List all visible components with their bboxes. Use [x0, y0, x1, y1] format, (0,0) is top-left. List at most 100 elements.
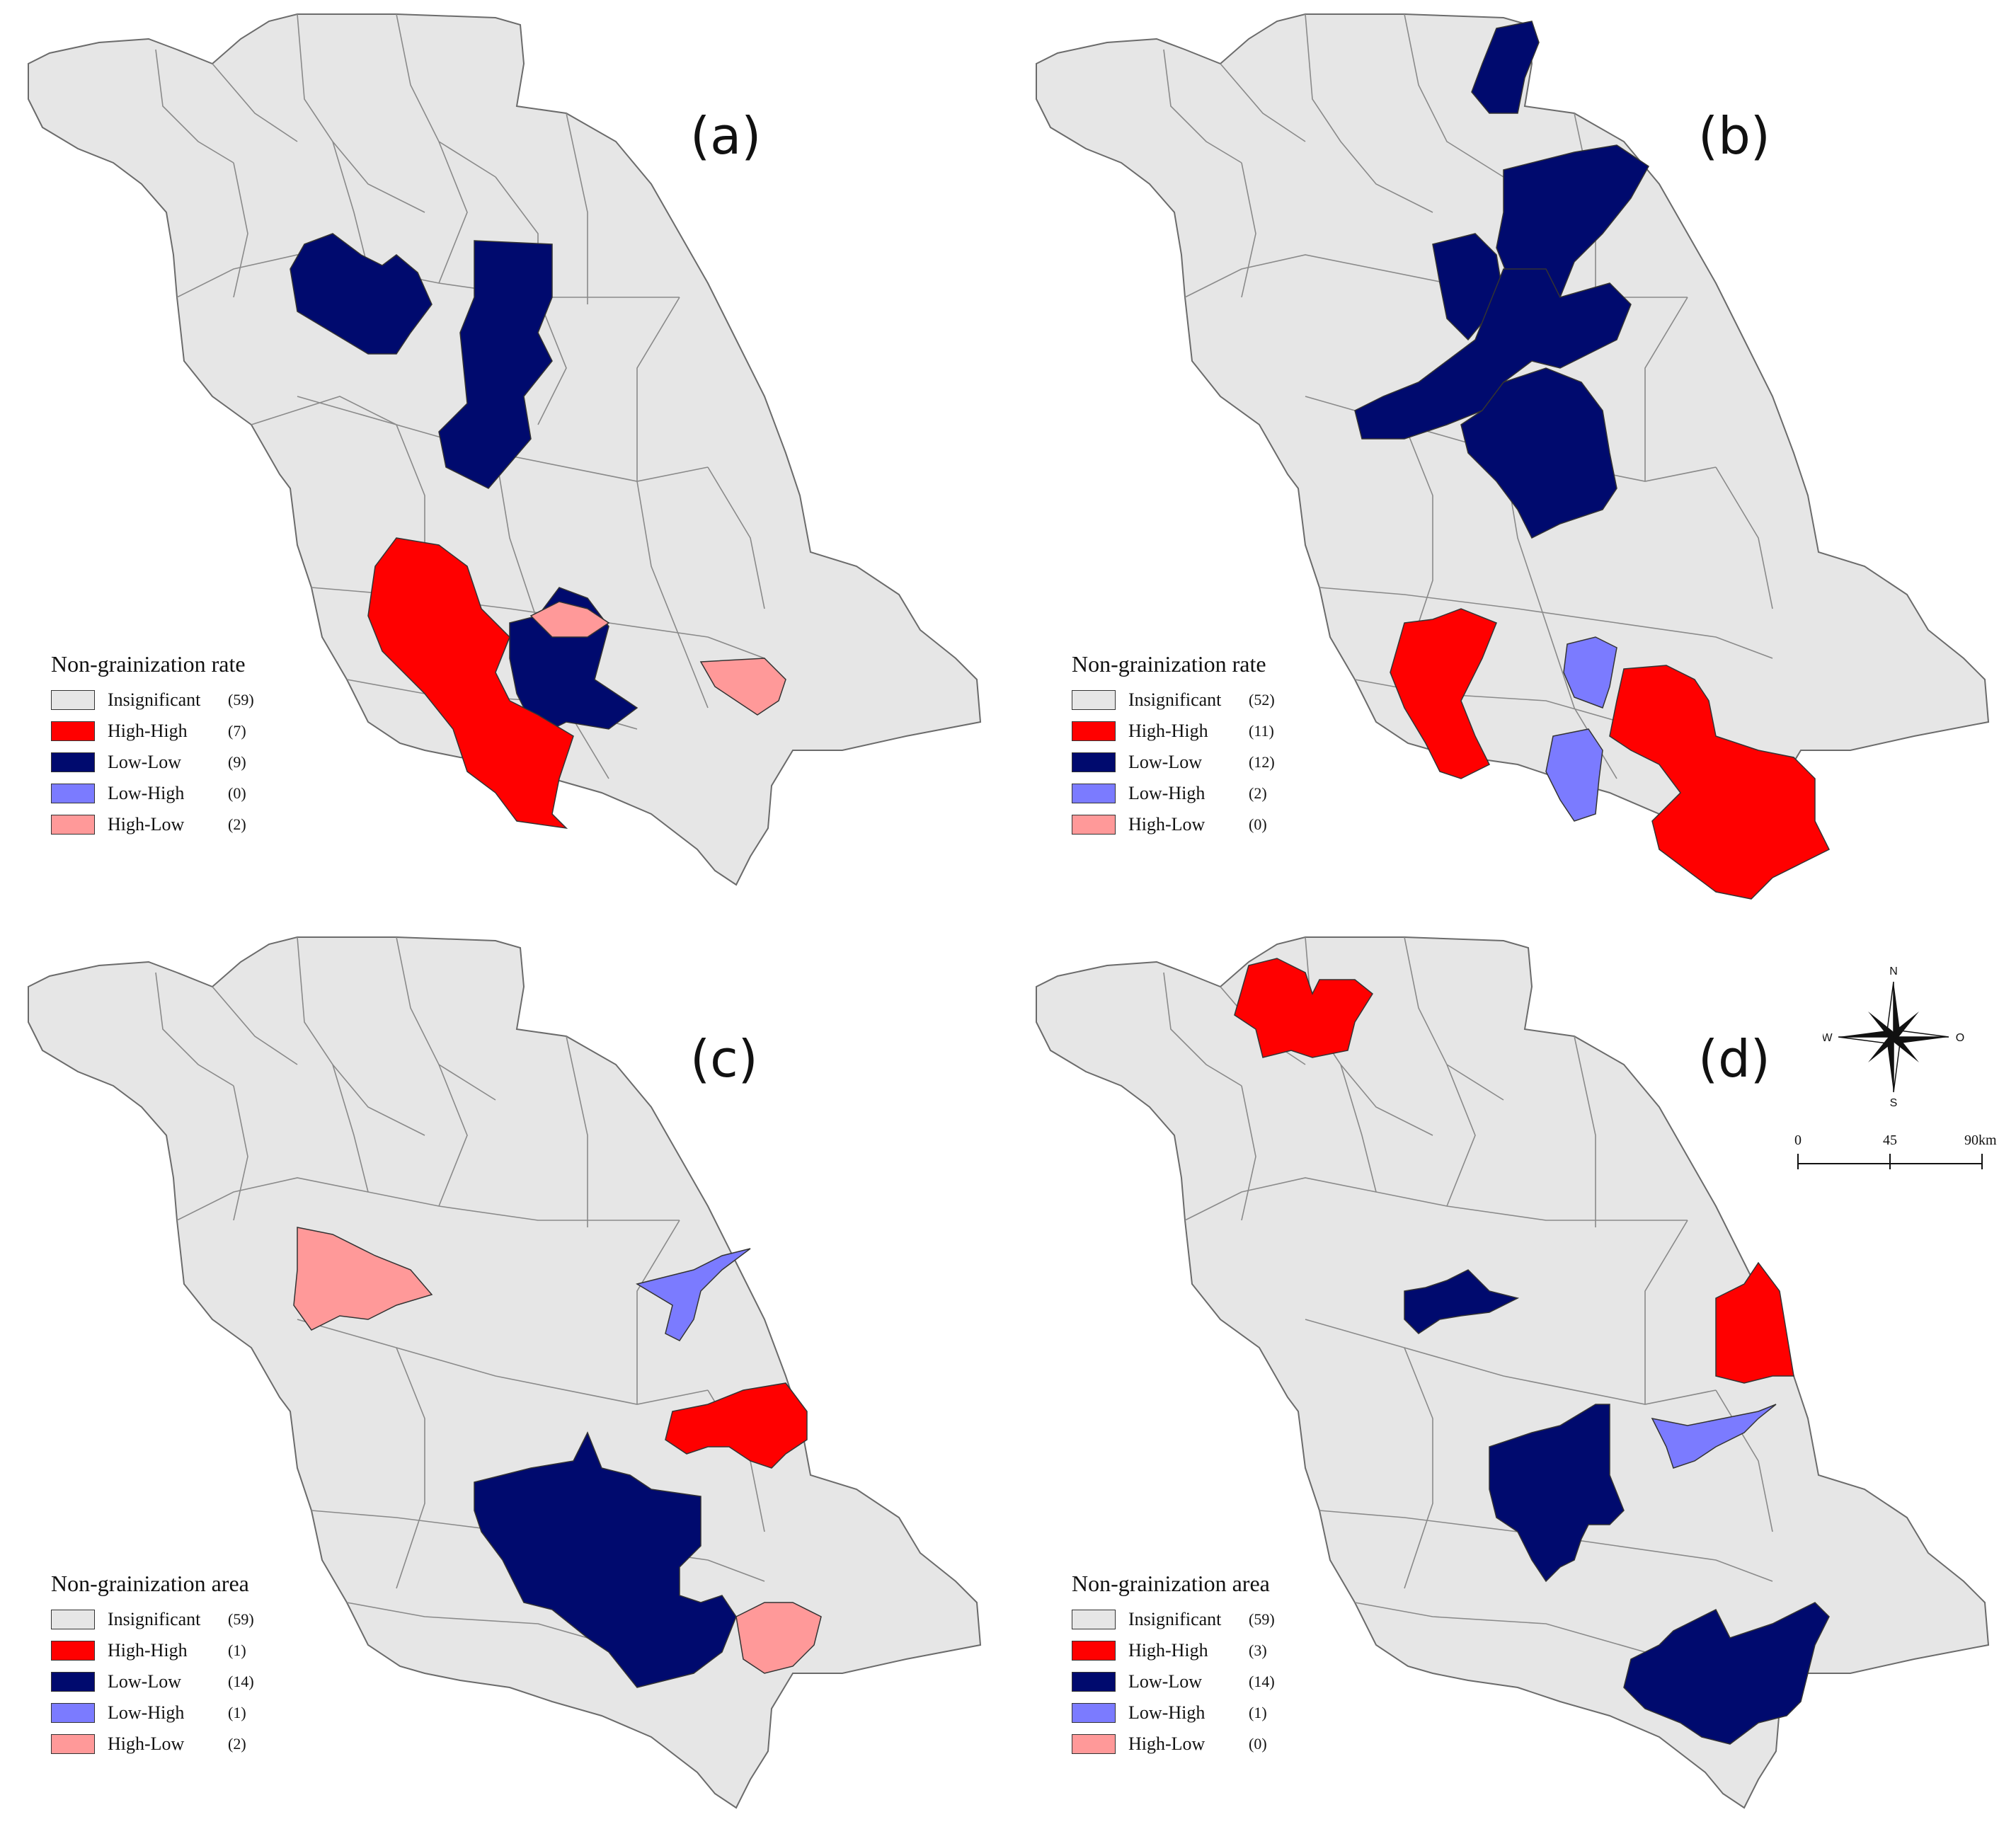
- legend-label: Low-Low: [1128, 1671, 1202, 1692]
- legend-label: Low-High: [1128, 1702, 1205, 1723]
- legend-label: High-Low: [1128, 1733, 1205, 1754]
- legend-row-high-high: High-High (1): [51, 1635, 254, 1666]
- legend-count: (0): [228, 784, 246, 802]
- region-high-high: [367, 537, 574, 830]
- region-low-low: [438, 240, 553, 489]
- choropleth-map: [1036, 936, 1989, 1808]
- region-low-high: [1563, 636, 1617, 709]
- legend-swatch: [51, 721, 95, 741]
- legend-label: Insignificant: [1128, 689, 1222, 710]
- legend-label: High-Low: [108, 1733, 185, 1754]
- scale-bar: 0 45 90km: [1784, 1133, 1997, 1189]
- legend-swatch: [1072, 721, 1116, 741]
- region-high-high: [1609, 665, 1831, 900]
- legend-swatch: [1072, 1610, 1116, 1629]
- legend-row-low-low: Low-Low (9): [51, 747, 254, 778]
- legend-swatch: [1072, 690, 1116, 710]
- legend-title: Non-grainization rate: [1072, 651, 1266, 677]
- legend-row-low-high: Low-High (2): [1072, 778, 1275, 809]
- legend-count: (2): [1249, 784, 1267, 802]
- panel-label: (b): [1698, 106, 1770, 166]
- district-borders: [1163, 13, 1773, 779]
- panel-label: (a): [690, 106, 762, 166]
- legend-title: Non-grainization area: [1072, 1571, 1270, 1596]
- legend: Non-grainization rate Insignificant (59) …: [51, 651, 254, 840]
- region-high-low: [735, 1602, 822, 1674]
- legend-row-high-low: High-Low (2): [51, 809, 254, 840]
- region-high-low: [699, 658, 786, 716]
- legend-count: (59): [228, 691, 254, 709]
- legend-count: (9): [228, 753, 246, 771]
- region-low-low: [1471, 21, 1540, 114]
- compass-w: W: [1823, 1032, 1833, 1044]
- legend-row-high-high: High-High (11): [1072, 716, 1275, 747]
- legend: Non-grainization rate Insignificant (52) …: [1072, 651, 1275, 840]
- legend-label: Insignificant: [108, 689, 201, 710]
- region-low-low: [1460, 367, 1617, 539]
- region-high-low: [293, 1227, 433, 1331]
- legend-label: High-High: [108, 721, 188, 741]
- region-high-high: [1715, 1261, 1794, 1384]
- legend-row-high-low: High-Low (0): [1072, 809, 1275, 840]
- legend-swatch: [1072, 1672, 1116, 1692]
- legend-row-low-high: Low-High (1): [51, 1697, 254, 1729]
- region-low-low: [474, 1431, 737, 1688]
- legend-swatch: [51, 1672, 95, 1692]
- district-borders: [1163, 936, 1773, 1653]
- legend-label: Low-High: [1128, 783, 1205, 803]
- legend-count: (59): [1249, 1610, 1275, 1628]
- legend-swatch: [1072, 1641, 1116, 1661]
- legend-label: High-High: [1128, 1640, 1208, 1661]
- compass-n: N: [1889, 966, 1898, 978]
- scale-label-45: 45: [1883, 1133, 1897, 1148]
- map-panel-c: (c) Non-grainization area Insignificant (…: [0, 923, 1008, 1846]
- legend-count: (3): [1249, 1641, 1267, 1659]
- legend-swatch: [51, 752, 95, 772]
- legend-count: (2): [228, 1735, 246, 1753]
- legend-count: (1): [1249, 1704, 1267, 1721]
- legend-swatch: [1072, 1734, 1116, 1754]
- legend-count: (14): [228, 1673, 254, 1690]
- legend-count: (0): [1249, 1735, 1267, 1753]
- region-low-low: [1623, 1602, 1830, 1745]
- compass-e: O: [1956, 1032, 1964, 1044]
- panel-label: (c): [690, 1029, 758, 1089]
- legend-label: Low-Low: [1128, 752, 1202, 772]
- legend-swatch: [51, 1703, 95, 1723]
- legend-swatch: [51, 1641, 95, 1661]
- legend-row-high-high: High-High (7): [51, 716, 254, 747]
- map-panel-a: (a) Non-grainization rate Insignificant (…: [0, 0, 1008, 923]
- legend-count: (11): [1249, 722, 1274, 740]
- north-arrow-icon: N S W O: [1823, 966, 1964, 1108]
- legend-swatch: [51, 690, 95, 710]
- legend-count: (1): [228, 1704, 246, 1721]
- legend-count: (0): [1249, 815, 1267, 833]
- legend-row-low-low: Low-Low (14): [1072, 1666, 1275, 1697]
- legend-row-insignificant: Insignificant (59): [51, 684, 254, 716]
- legend-count: (59): [228, 1610, 254, 1628]
- legend-swatch: [51, 815, 95, 835]
- legend-swatch: [1072, 1703, 1116, 1723]
- legend: Non-grainization area Insignificant (59) …: [1072, 1571, 1275, 1760]
- legend-label: Low-High: [108, 1702, 185, 1723]
- legend-swatch: [51, 1610, 95, 1629]
- legend-label: High-Low: [108, 814, 185, 835]
- region-low-high: [1651, 1404, 1777, 1469]
- legend-count: (52): [1249, 691, 1275, 709]
- map-panel-b: (b) Non-grainization rate Insignificant (…: [1008, 0, 2016, 923]
- region-low-high: [1545, 728, 1603, 822]
- legend-title: Non-grainization area: [51, 1571, 249, 1596]
- region-low-low: [1489, 1404, 1625, 1583]
- region-low-high: [636, 1248, 751, 1341]
- legend-title: Non-grainization rate: [51, 651, 246, 677]
- legend-label: Low-High: [108, 783, 185, 803]
- legend-label: Insignificant: [108, 1609, 201, 1629]
- region-high-high: [665, 1382, 808, 1469]
- legend-label: High-Low: [1128, 814, 1205, 835]
- compass-s: S: [1890, 1097, 1898, 1108]
- panel-label: (d): [1698, 1029, 1770, 1089]
- scale-label-90: 90km: [1964, 1133, 1997, 1148]
- legend-row-insignificant: Insignificant (52): [1072, 684, 1275, 716]
- choropleth-map: [1036, 13, 1989, 900]
- region-low-low: [290, 233, 433, 355]
